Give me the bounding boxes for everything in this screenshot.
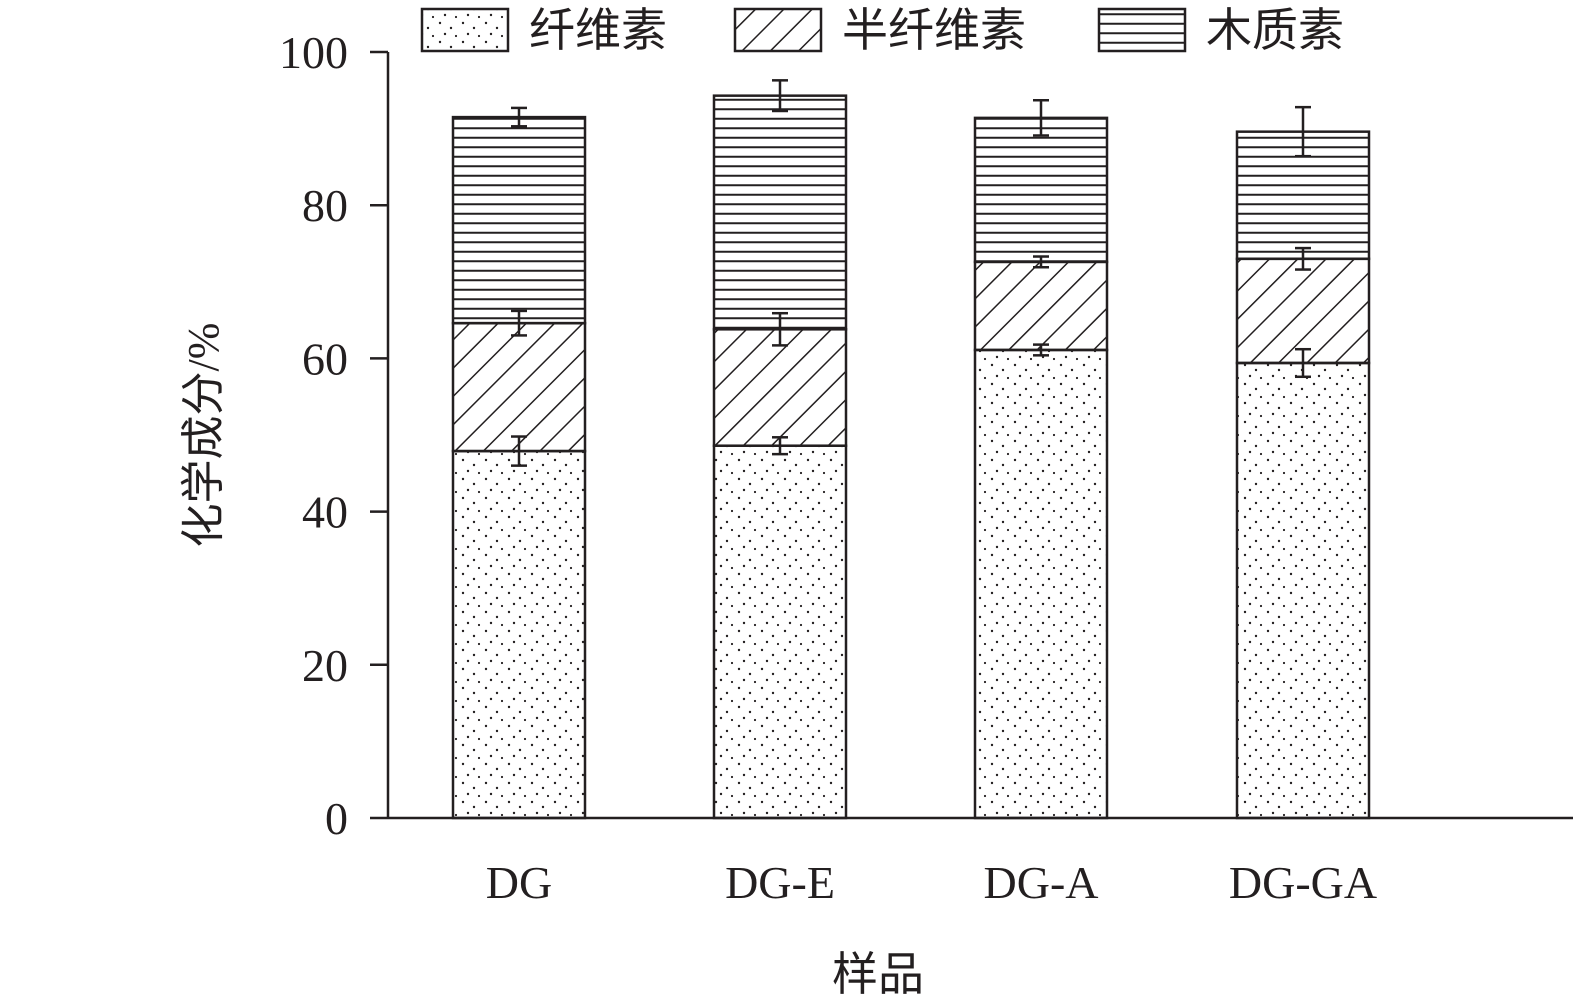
x-axis-label: 样品 (832, 949, 924, 1000)
x-tick-label: DG-GA (1229, 857, 1377, 908)
bar-segment-dots (451, 449, 587, 820)
bar-segment-horizontal-lines (712, 94, 848, 331)
y-tick-label: 40 (302, 487, 348, 538)
y-tick-label: 100 (279, 27, 348, 78)
legend-swatch-horizontal-lines (1097, 7, 1187, 53)
bar-segment-horizontal-lines (973, 116, 1109, 264)
bar-segment-dots (712, 444, 848, 820)
y-tick-label: 60 (302, 333, 348, 384)
legend-swatch-diagonal-hatch (733, 7, 823, 53)
legend: 纤维素 半纤维素 木质素 (420, 5, 1344, 56)
bar-segment-diagonal-hatch (973, 260, 1109, 352)
bar-segment-horizontal-lines (451, 115, 587, 325)
legend-label: 木质素 (1206, 5, 1344, 56)
x-tick-label: DG (486, 857, 552, 908)
bar-segment-diagonal-hatch (451, 321, 587, 453)
legend-label: 半纤维素 (842, 5, 1026, 56)
axes: 0 20 40 60 80 100 DG DG-E DG-A DG-GA (279, 27, 1573, 908)
legend-label: 纤维素 (529, 5, 667, 56)
y-tick-label: 0 (325, 793, 348, 844)
y-tick-label: 20 (302, 640, 348, 691)
bars (451, 79, 1371, 820)
x-tick-label: DG-E (725, 857, 835, 908)
y-tick-label: 80 (302, 180, 348, 231)
x-tick-label: DG-A (984, 857, 1099, 908)
bar-segment-diagonal-hatch (712, 328, 848, 447)
legend-swatch-dots (420, 7, 510, 53)
y-axis-label: 化学成分/% (179, 323, 228, 548)
bar-segment-diagonal-hatch (1235, 257, 1371, 365)
bar-segment-dots (1235, 361, 1371, 820)
bar-segment-dots (973, 348, 1109, 820)
